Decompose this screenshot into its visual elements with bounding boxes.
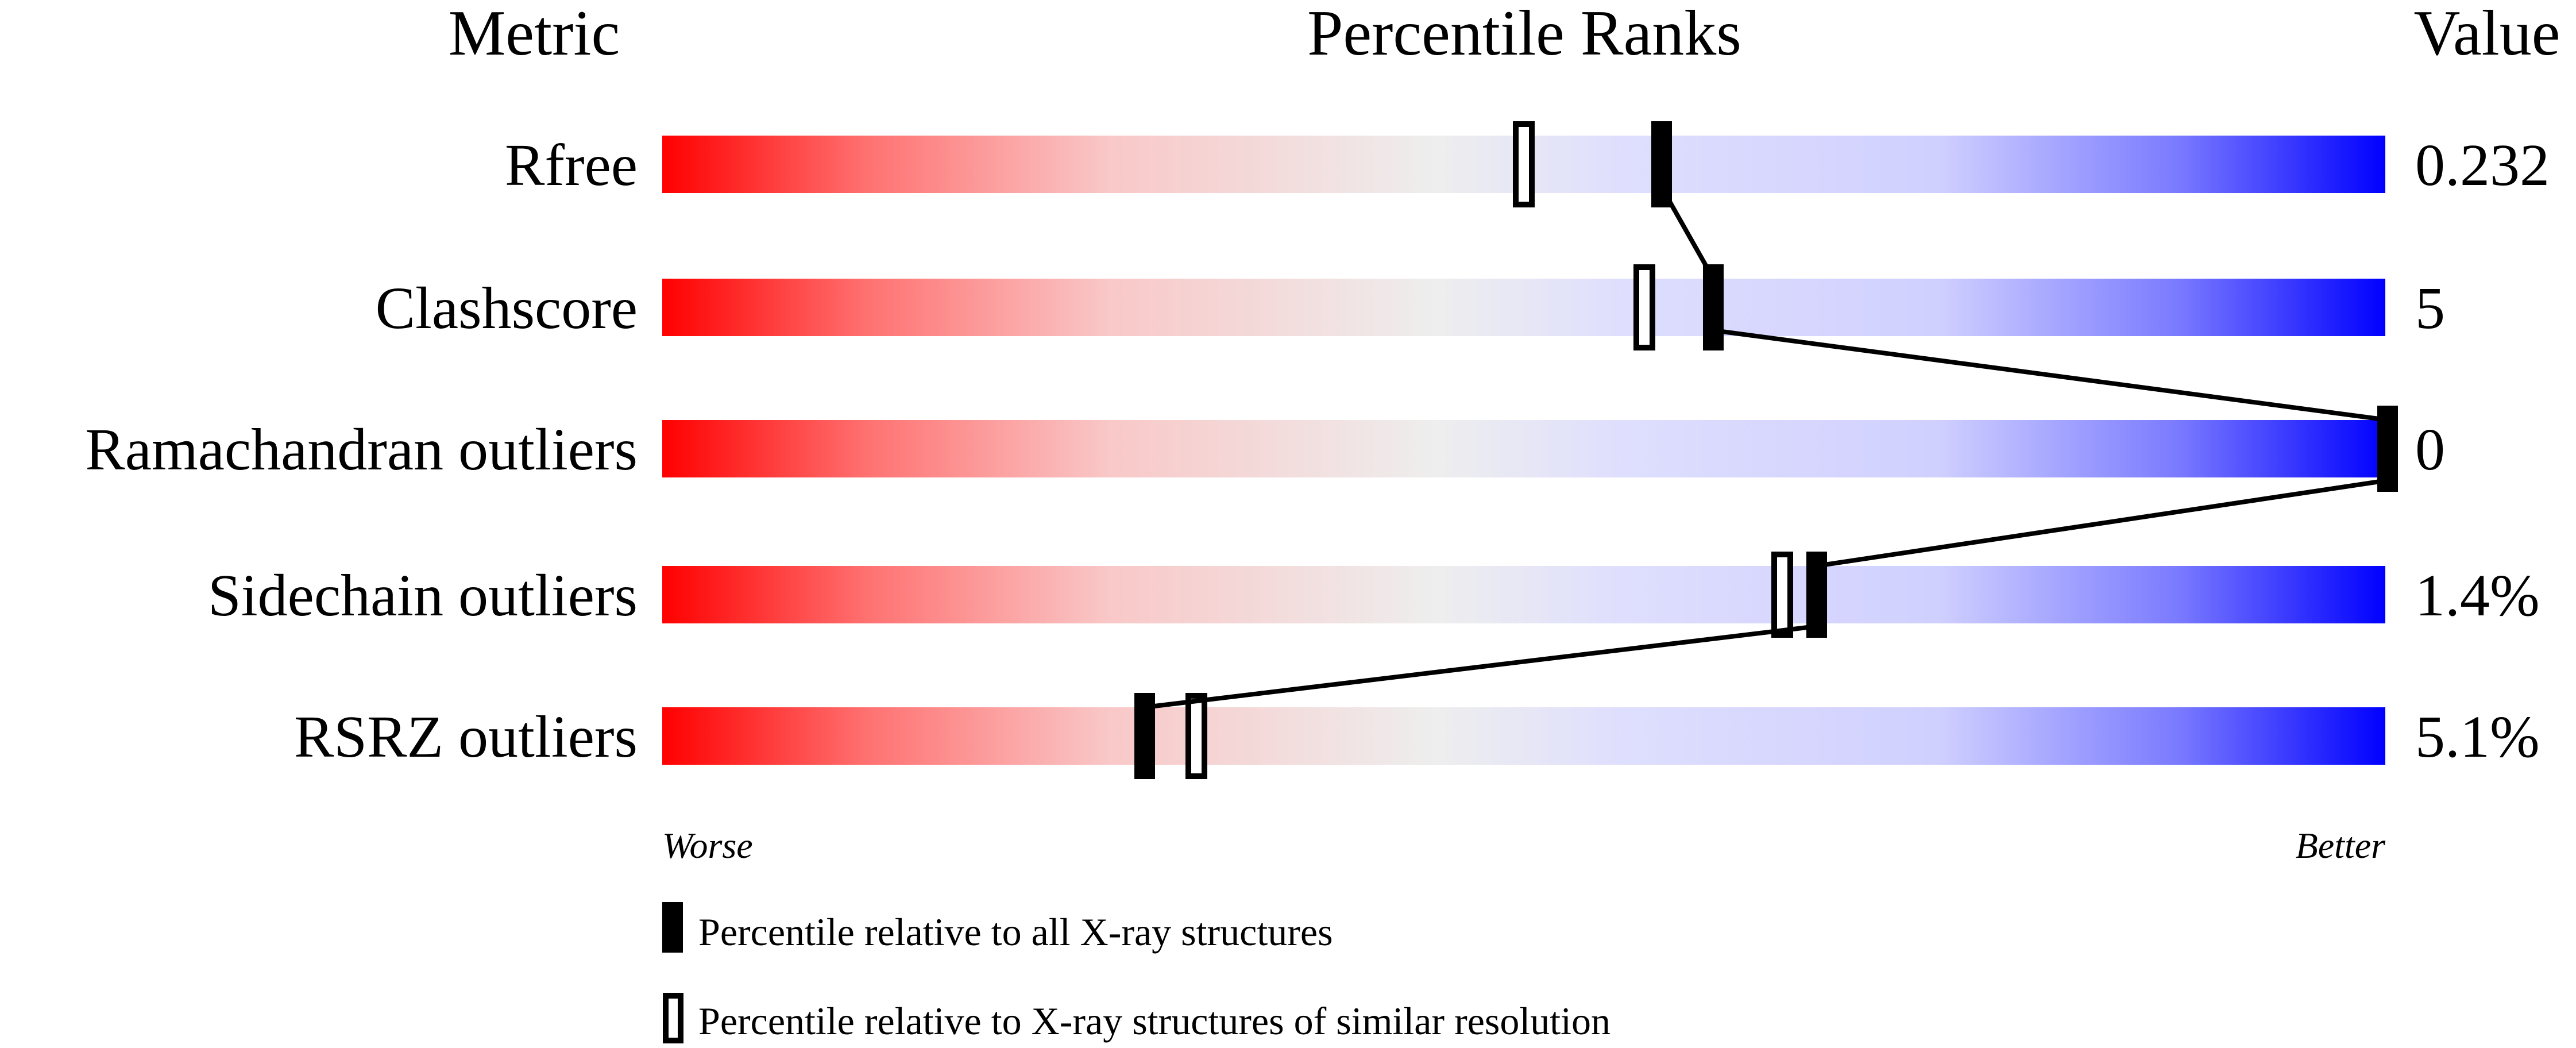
metric-value: 0	[2415, 417, 2445, 483]
percentile-bar	[662, 707, 2385, 765]
axis-worse-label: Worse	[662, 825, 753, 866]
all-structures-marker	[1651, 121, 1672, 207]
metric-label: Rfree	[505, 132, 638, 198]
metric-label: Sidechain outliers	[208, 562, 638, 629]
all-structures-marker	[2377, 406, 2398, 492]
axis-better-label: Better	[2296, 825, 2386, 866]
percentile-bar	[662, 279, 2385, 336]
metric-label: Clashscore	[376, 275, 638, 341]
similar-resolution-marker	[1771, 552, 1793, 638]
percentile-bar	[662, 566, 2385, 623]
percentile-bar	[662, 420, 2385, 477]
all-structures-marker	[1703, 264, 1724, 350]
connector-line	[1713, 328, 2388, 422]
similar-resolution-marker	[1513, 121, 1535, 207]
legend-all-label: Percentile relative to all X-ray structu…	[698, 910, 1333, 954]
legend-filled-marker	[662, 902, 683, 953]
connector-line	[1144, 624, 1817, 710]
legend-similar-label: Percentile relative to X-ray structures …	[698, 999, 1611, 1043]
similar-resolution-marker	[1185, 693, 1207, 779]
all-structures-marker	[1134, 693, 1155, 779]
metric-value: 0.232	[2415, 132, 2550, 198]
legend-open-marker	[663, 993, 683, 1043]
metric-value: 5	[2415, 275, 2445, 341]
connector-line	[1816, 478, 2388, 568]
metric-label: RSRZ outliers	[294, 704, 638, 770]
metric-value: 5.1%	[2415, 704, 2540, 770]
header-metric: Metric	[449, 0, 620, 69]
similar-resolution-marker	[1633, 264, 1655, 350]
metric-value: 1.4%	[2415, 562, 2540, 629]
header-value: Value	[2413, 0, 2560, 69]
metric-label: Ramachandran outliers	[85, 417, 638, 483]
header-percentile-ranks: Percentile Ranks	[1307, 0, 1741, 69]
all-structures-marker	[1806, 552, 1827, 638]
